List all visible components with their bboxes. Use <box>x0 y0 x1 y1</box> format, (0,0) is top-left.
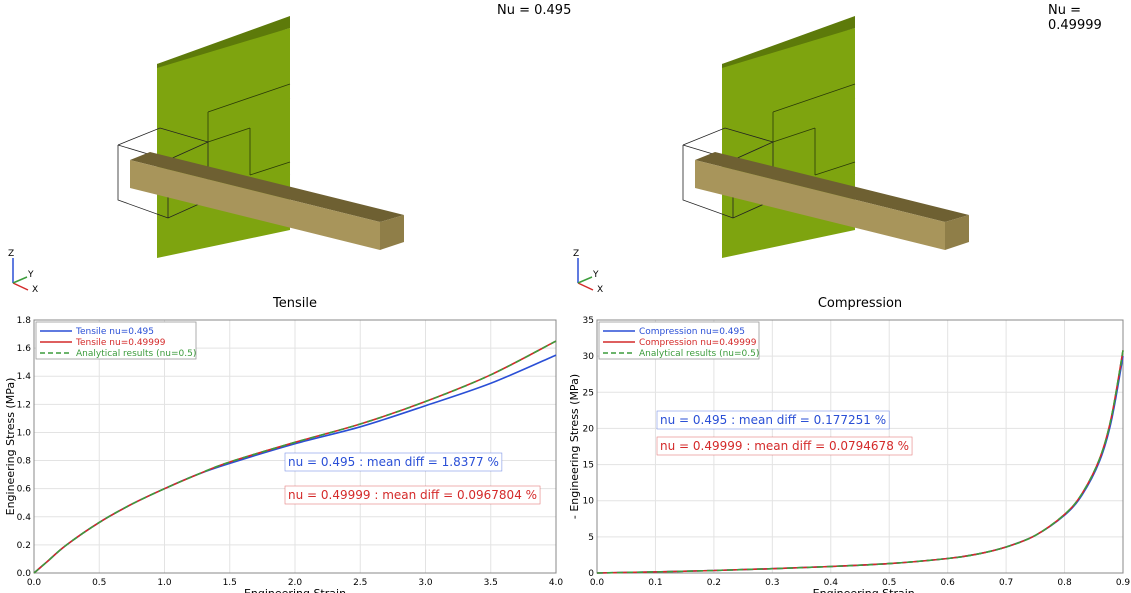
chart-compression-title: Compression <box>817 296 903 311</box>
x-tick-label: 0.8 <box>1057 578 1072 588</box>
view-left-label: Nu = 0.495 <box>497 3 572 18</box>
y-tick-label: 0.6 <box>17 485 32 495</box>
y-tick-label: 1.8 <box>17 316 32 326</box>
y-tick-label: 1.4 <box>17 372 32 382</box>
annotation-1: nu = 0.495 : mean diff = 1.8377 % <box>284 452 503 472</box>
y-tick-label: 20 <box>583 424 595 434</box>
y-axis-label: - Engineering Stress (MPa) <box>568 374 581 519</box>
triad-x-label: X <box>32 285 38 295</box>
y-tick-label: 35 <box>583 316 594 326</box>
series-line-3 <box>596 350 1124 574</box>
x-tick-label: 0.9 <box>1116 578 1131 588</box>
annotation-text: nu = 0.49999 : mean diff = 0.0967804 % <box>288 488 537 502</box>
y-axis-label: Engineering Stress (MPa) <box>4 378 17 516</box>
triad-z-label: Z <box>8 249 14 259</box>
x-tick-label: 0.6 <box>941 578 956 588</box>
y-tick-label: 1.6 <box>17 344 32 354</box>
x-tick-label: 0.4 <box>824 578 839 588</box>
beam-top <box>130 152 404 222</box>
x-tick-label: 1.5 <box>223 578 237 588</box>
chart-tensile-title: Tensile <box>273 296 317 311</box>
view-right-3d[interactable]: Z Y X <box>565 0 1131 295</box>
y-tick-label: 1.0 <box>17 428 32 438</box>
annotation-2: nu = 0.49999 : mean diff = 0.0967804 % <box>284 485 541 505</box>
x-tick-label: 2.5 <box>353 578 367 588</box>
legend-entry: Tensile nu=0.495 <box>75 327 154 337</box>
triad-z-label: Z <box>573 249 579 259</box>
x-tick-label: 0.2 <box>707 578 721 588</box>
y-tick-label: 30 <box>583 352 595 362</box>
chart-tensile[interactable]: 0.0 0.5 1.0 1.5 2.0 2.5 3.0 3.5 4.0 0.0 0.2 0.4 0.6 0… <box>0 310 565 593</box>
beam-front <box>130 160 380 250</box>
x-tick-label: 0.5 <box>92 578 106 588</box>
y-tick-label: 0 <box>588 569 594 579</box>
model-right <box>682 16 969 258</box>
plate-face <box>157 28 290 258</box>
annotation-1: nu = 0.495 : mean diff = 0.177251 % <box>656 410 890 430</box>
triad-y-label: Y <box>592 270 599 280</box>
y-tick-label: 0.4 <box>17 513 32 523</box>
annotation-2: nu = 0.49999 : mean diff = 0.0794678 % <box>656 436 913 456</box>
x-tick-label: 2.0 <box>288 578 303 588</box>
y-tick-label: 0.2 <box>17 541 31 551</box>
beam-end <box>945 215 969 250</box>
legend-entry: Compression nu=0.495 <box>639 327 745 337</box>
plate-top-edge <box>722 16 855 68</box>
model-left <box>117 16 404 258</box>
y-tick-label: 0.8 <box>17 457 32 467</box>
y-tick-label: 1.2 <box>17 400 31 410</box>
legend-entry: Analytical results (nu=0.5) <box>76 349 196 359</box>
view-right-label: Nu = 0.49999 <box>1048 3 1102 33</box>
y-tick-label: 5 <box>588 533 594 543</box>
legend-entry: Tensile nu=0.49999 <box>75 338 166 348</box>
x-tick-label: 3.5 <box>484 578 498 588</box>
plate-top-edge <box>157 16 290 68</box>
y-tick-label: 10 <box>583 497 595 507</box>
x-axis-label: - Engineering Strain <box>805 587 915 593</box>
x-tick-label: 3.0 <box>418 578 433 588</box>
legend-entry: Analytical results (nu=0.5) <box>639 349 759 359</box>
beam-end <box>380 215 404 250</box>
x-tick-label: 0.7 <box>999 578 1013 588</box>
plate-face <box>722 28 855 258</box>
x-tick-label: 0.1 <box>648 578 662 588</box>
chart-compression[interactable]: 0.0 0.1 0.2 0.3 0.4 0.5 0.6 0.7 0.8 0.9 0 5 10 15 20 25… <box>565 310 1131 593</box>
legend-entry: Compression nu=0.49999 <box>639 338 757 348</box>
annotation-text: nu = 0.49999 : mean diff = 0.0794678 % <box>660 439 909 453</box>
annotation-text: nu = 0.495 : mean diff = 1.8377 % <box>288 455 499 469</box>
x-axis-label: Engineering Strain <box>244 587 346 593</box>
x-tick-label: 0.3 <box>765 578 779 588</box>
y-tick-label: 0.0 <box>17 569 32 579</box>
triad-x-label: X <box>597 285 603 295</box>
beam-front <box>695 160 945 250</box>
y-tick-label: 25 <box>583 388 594 398</box>
beam-top <box>695 152 969 222</box>
axis-triad: Z Y X <box>8 249 38 295</box>
x-tick-label: 0.0 <box>590 578 605 588</box>
x-tick-label: 0.5 <box>882 578 896 588</box>
x-tick-label: 1.0 <box>157 578 172 588</box>
triad-y-label: Y <box>27 270 34 280</box>
view-left-3d[interactable]: Z Y X <box>0 0 565 295</box>
annotation-text: nu = 0.495 : mean diff = 0.177251 % <box>660 413 886 427</box>
axis-triad: Z Y X <box>573 249 603 295</box>
series-line-3 <box>33 340 557 574</box>
y-tick-label: 15 <box>583 461 594 471</box>
x-tick-label: 0.0 <box>27 578 42 588</box>
x-tick-label: 4.0 <box>549 578 564 588</box>
